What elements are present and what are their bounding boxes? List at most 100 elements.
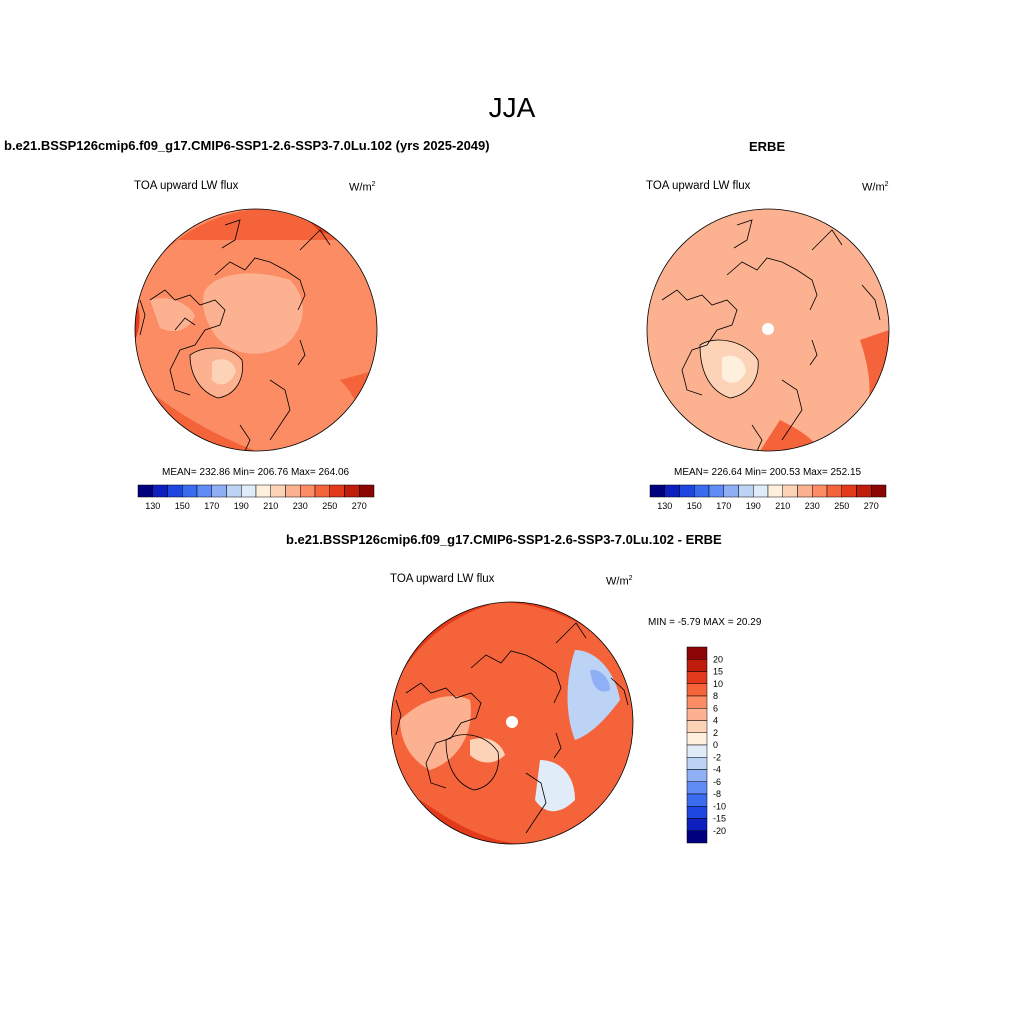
colorbar-box xyxy=(694,484,710,498)
map2-region-south xyxy=(760,420,820,451)
colorbar-box xyxy=(686,695,708,709)
colorbar-box xyxy=(871,484,887,498)
panel2-units: W/m2 xyxy=(862,181,889,194)
colorbar-label: 170 xyxy=(716,501,731,511)
colorbar-box xyxy=(241,484,257,498)
map3-greenland xyxy=(470,738,505,763)
map1-region-north xyxy=(135,209,377,300)
map1-frame xyxy=(134,208,378,452)
colorbar-panel2: 130 150 170 190 210 230 250 270 xyxy=(649,484,887,511)
colorbar-box xyxy=(686,744,708,758)
colorbar-label: 190 xyxy=(234,501,249,511)
colorbar-box xyxy=(686,720,708,733)
colorbar-box xyxy=(686,671,708,684)
colorbar-label: 2 xyxy=(713,728,718,738)
panel3-stats: MIN = -5.79 MAX = 20.29 xyxy=(648,617,762,628)
colorbar-box xyxy=(664,484,680,498)
colorbar-label: 20 xyxy=(713,654,723,664)
colorbar-label: 4 xyxy=(713,716,718,726)
colorbar-box xyxy=(359,484,375,498)
figure-title: JJA xyxy=(488,92,536,123)
map1-coastlines xyxy=(139,219,331,451)
colorbar-label: 10 xyxy=(713,679,723,689)
map-panel2 xyxy=(646,208,890,452)
colorbar-box xyxy=(285,484,301,498)
colorbar-label: -2 xyxy=(713,752,721,762)
panel3-title: b.e21.BSSP126cmip6.f09_g17.CMIP6-SSP1-2.… xyxy=(286,532,722,547)
colorbar-box xyxy=(708,484,724,498)
colorbar-box xyxy=(723,484,739,498)
colorbar-box xyxy=(686,708,708,721)
colorbar-label: 250 xyxy=(834,501,849,511)
colorbar-box xyxy=(196,484,212,498)
colorbar-label: 0 xyxy=(713,740,718,750)
panel1-variable: TOA upward LW flux xyxy=(134,180,239,192)
panel1-title: b.e21.BSSP126cmip6.f09_g17.CMIP6-SSP1-2.… xyxy=(4,138,490,153)
colorbar-box xyxy=(686,659,708,672)
colorbar-label: 130 xyxy=(657,501,672,511)
panel3-variable: TOA upward LW flux xyxy=(390,573,495,585)
colorbar-label: 150 xyxy=(687,501,702,511)
colorbar-panel1: 130 150 170 190 210 230 250 270 xyxy=(137,484,375,511)
colorbar-label: 15 xyxy=(713,667,723,677)
panel2-title: ERBE xyxy=(749,139,786,154)
colorbar-box xyxy=(826,484,842,498)
colorbar-label: 270 xyxy=(352,501,367,511)
colorbar-box xyxy=(686,757,708,770)
map2-frame xyxy=(646,208,890,452)
colorbar-label: 190 xyxy=(746,501,761,511)
colorbar-label: -6 xyxy=(713,777,721,787)
colorbar-box xyxy=(167,484,183,498)
colorbar-box xyxy=(686,769,708,782)
colorbar-box xyxy=(812,484,828,498)
colorbar-label: 210 xyxy=(263,501,278,511)
colorbar-box xyxy=(314,484,330,498)
map3-frame xyxy=(390,601,634,845)
map2-pole-hole xyxy=(762,323,774,335)
colorbar-label: -15 xyxy=(713,814,726,824)
colorbar-box xyxy=(686,806,708,819)
colorbar-label: -4 xyxy=(713,765,721,775)
panel2-variable: TOA upward LW flux xyxy=(646,180,751,192)
map2-greenland-core xyxy=(722,355,746,383)
colorbar-box xyxy=(797,484,813,498)
panel2-stats: MEAN= 226.64 Min= 200.53 Max= 252.15 xyxy=(674,467,862,478)
colorbar-label: 250 xyxy=(322,501,337,511)
colorbar-box xyxy=(182,484,198,498)
colorbar-box xyxy=(137,484,153,498)
colorbar-box xyxy=(686,830,708,844)
colorbar-box xyxy=(782,484,798,498)
colorbar-label: 170 xyxy=(204,501,219,511)
colorbar-label: 230 xyxy=(805,501,820,511)
colorbar-label: 230 xyxy=(293,501,308,511)
map-panel1 xyxy=(134,208,378,452)
map3-pole-hole xyxy=(506,716,518,728)
colorbar-box xyxy=(686,818,708,831)
colorbar-box xyxy=(686,646,708,660)
colorbar-label: 210 xyxy=(775,501,790,511)
colorbar-box xyxy=(856,484,872,498)
colorbar-box xyxy=(649,484,665,498)
colorbar-box xyxy=(329,484,345,498)
colorbar-box xyxy=(152,484,168,498)
colorbar-box xyxy=(686,781,708,795)
colorbar-box xyxy=(841,484,857,498)
colorbar-box xyxy=(211,484,227,498)
map3-west-cool xyxy=(400,696,471,770)
colorbar-box xyxy=(686,793,708,807)
colorbar-label: 8 xyxy=(713,691,718,701)
colorbar-box xyxy=(344,484,360,498)
colorbar-box xyxy=(270,484,286,498)
map3-east-negative xyxy=(567,650,620,740)
colorbar-box xyxy=(686,732,708,746)
colorbar-label: 270 xyxy=(864,501,879,511)
colorbar-label: 6 xyxy=(713,703,718,713)
colorbar-box xyxy=(226,484,242,498)
colorbar-label: -8 xyxy=(713,789,721,799)
map1-arctic-cool xyxy=(203,273,303,354)
colorbar-box xyxy=(753,484,769,498)
map-panel3 xyxy=(390,601,634,845)
colorbar-label: -20 xyxy=(713,826,726,836)
